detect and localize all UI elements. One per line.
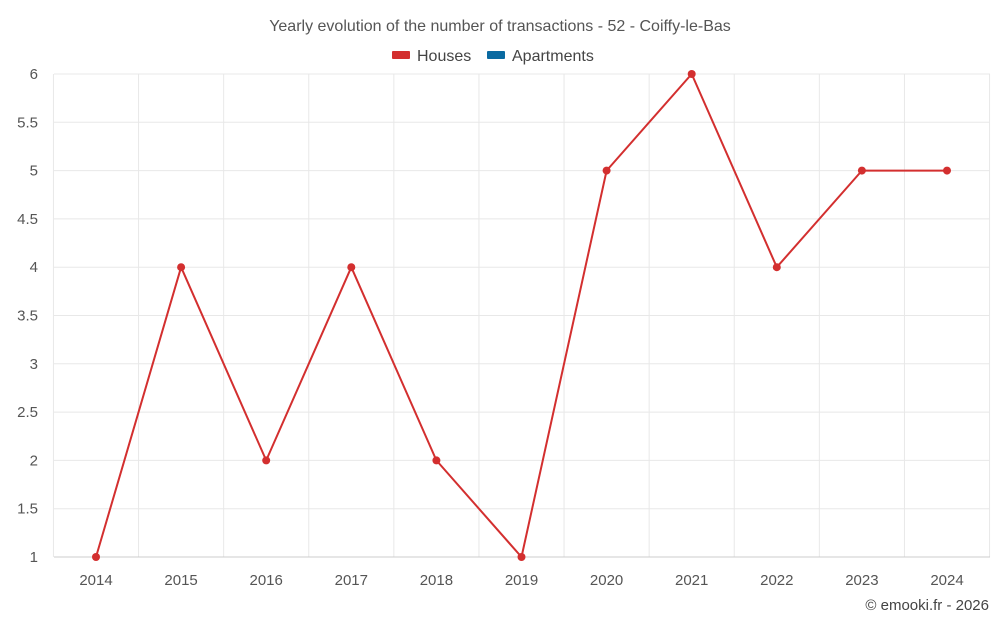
y-tick-label: 4.5	[17, 211, 38, 228]
x-tick-label: 2014	[79, 572, 112, 589]
y-tick-label: 1.5	[17, 501, 38, 518]
legend[interactable]: Houses Apartments	[392, 48, 594, 65]
y-tick-label: 3	[30, 356, 38, 373]
legend-label-apartments: Apartments	[512, 48, 594, 65]
series-layer	[92, 70, 951, 561]
data-point-houses-2019[interactable]	[517, 553, 526, 561]
legend-swatch-apartments	[487, 51, 505, 59]
x-axis: 2014 2015 2016 2017 2018 2019 2020 2021 2022 2023…	[54, 556, 990, 589]
data-point-houses-2023[interactable]	[857, 166, 866, 175]
x-tick-label: 2020	[590, 572, 623, 589]
x-tick-label: 2023	[845, 572, 878, 589]
y-tick-label: 5	[30, 163, 38, 180]
x-tick-label: 2017	[335, 572, 368, 589]
y-tick-label: 2	[30, 452, 38, 469]
y-axis: 1 1.5 2 2.5 3 3.5 4 4.5 5 5.5 6	[17, 66, 38, 566]
legend-item-houses[interactable]: Houses	[392, 48, 471, 65]
data-point-houses-2022[interactable]	[772, 263, 781, 272]
data-point-houses-2018[interactable]	[432, 456, 441, 465]
y-tick-label: 1	[30, 549, 38, 566]
data-point-houses-2024[interactable]	[943, 166, 951, 175]
data-point-houses-2015[interactable]	[177, 263, 186, 272]
data-point-houses-2017[interactable]	[347, 263, 356, 272]
legend-swatch-houses	[392, 51, 410, 59]
data-point-houses-2021[interactable]	[687, 70, 696, 78]
x-tick-label: 2019	[505, 572, 538, 589]
y-tick-label: 2.5	[17, 404, 38, 421]
credit-text: © emooki.fr - 2026	[865, 597, 989, 614]
x-tick-label: 2021	[675, 572, 708, 589]
data-point-houses-2014[interactable]	[92, 553, 100, 561]
data-point-houses-2020[interactable]	[602, 166, 611, 175]
x-tick-label: 2016	[250, 572, 283, 589]
x-tick-label: 2024	[930, 572, 963, 589]
y-tick-label: 5.5	[17, 114, 38, 131]
y-tick-label: 4	[30, 259, 38, 276]
data-point-houses-2016[interactable]	[262, 456, 271, 465]
legend-item-apartments[interactable]: Apartments	[487, 48, 594, 65]
x-tick-label: 2022	[760, 572, 793, 589]
grid	[52, 73, 991, 558]
x-tick-label: 2018	[420, 572, 453, 589]
chart-title: Yearly evolution of the number of transa…	[269, 18, 731, 35]
legend-label-houses: Houses	[417, 48, 471, 65]
x-tick-label: 2015	[164, 572, 197, 589]
y-tick-label: 3.5	[17, 308, 38, 325]
y-tick-label: 6	[30, 66, 38, 83]
